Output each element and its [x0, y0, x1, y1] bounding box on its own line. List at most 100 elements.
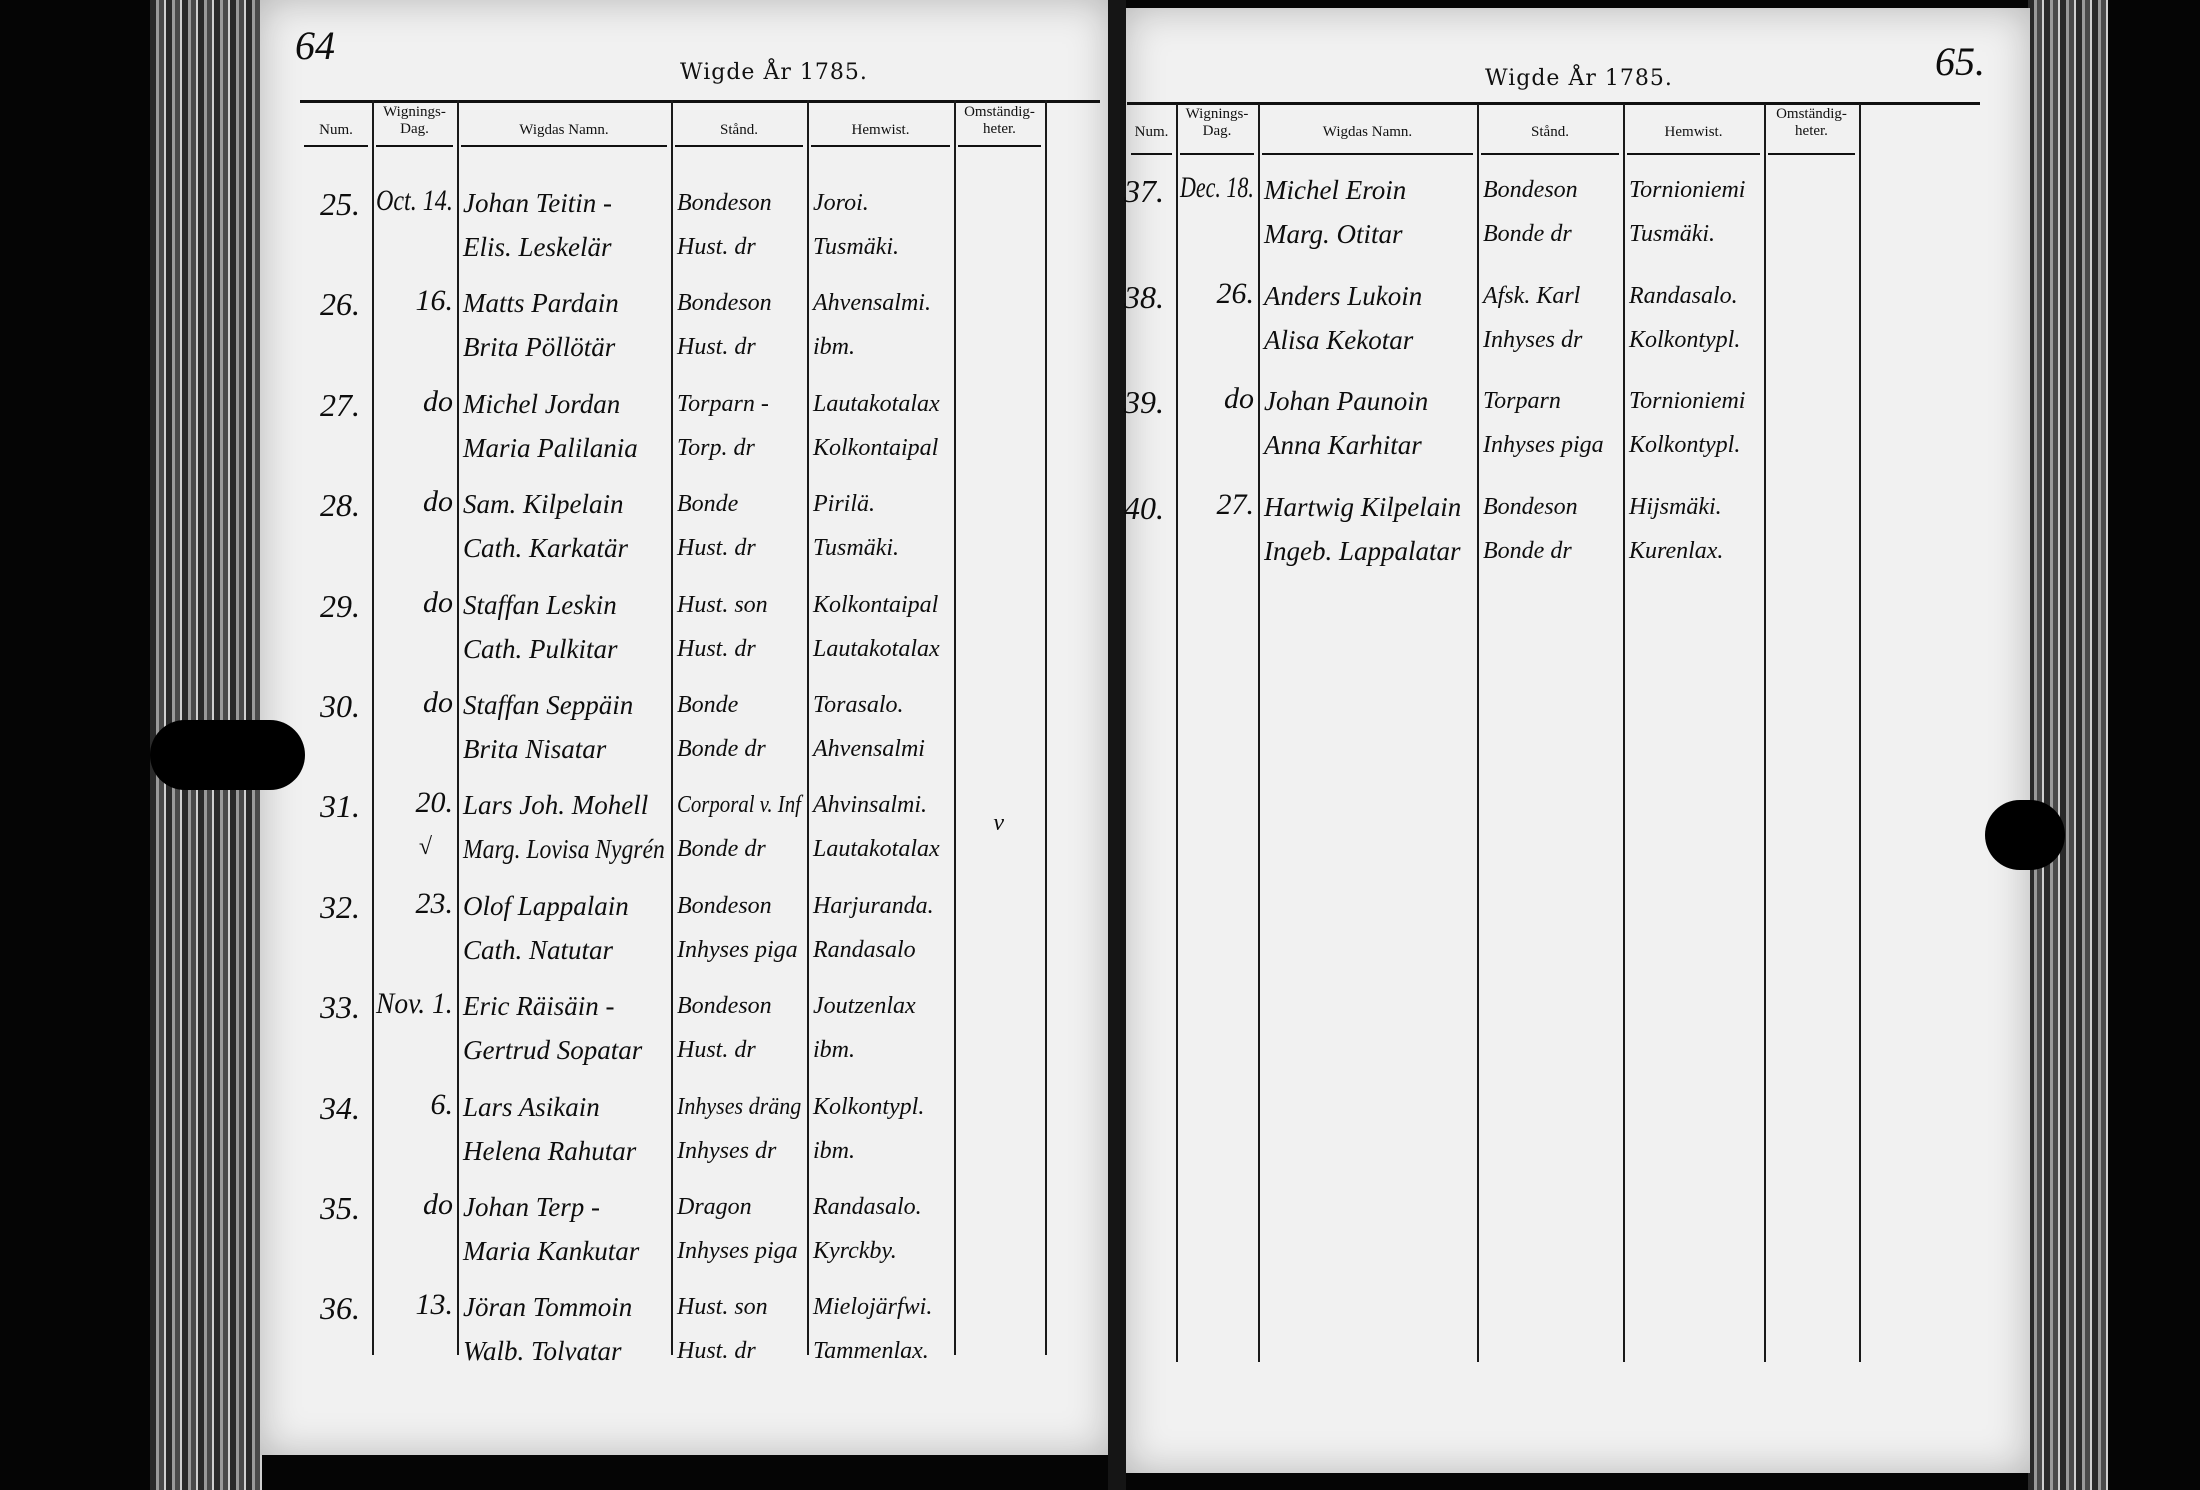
- right_page-page-number: 65.: [1935, 38, 1985, 85]
- left_page-entry-name: Staffan Leskin: [463, 590, 665, 621]
- left_page-entry-hemwist-text: Harjuranda.: [813, 892, 934, 919]
- left_page-entry-stand-text: Hust. son: [677, 591, 768, 618]
- right_page-top-rule: [1127, 102, 1980, 105]
- right_page-entry-name: Hartwig Kilpelain: [1264, 492, 1471, 523]
- left_page-entry-date-text: do: [423, 485, 453, 519]
- left_page-entry-date: 20.: [376, 786, 454, 820]
- left_page-entry-date-text: 20.: [415, 786, 454, 820]
- left_page-entry-stand: Bondeson: [677, 190, 801, 217]
- right_page-header-2: Wigdas Namn.: [1261, 124, 1474, 141]
- left_page-entry-name-text: Staffan Seppäin: [463, 690, 634, 720]
- left_page-entry-hemwist: Tusmäki.: [813, 234, 948, 261]
- left_page-column-rule: [1045, 100, 1047, 1355]
- left-clamp: [150, 720, 305, 790]
- left_page-entry-hemwist-text: Ahvensalmi.: [813, 290, 931, 317]
- left_page-entry-hemwist-text: Kolkontaipal: [813, 434, 939, 461]
- right_page-entry-stand: Bondeson: [1483, 494, 1617, 521]
- left_page-entry-name-text: Walb. Tolvatar: [463, 1336, 622, 1367]
- left_page-entry-hemwist-text: ibm.: [813, 1137, 855, 1164]
- left_page-header-underline: [675, 145, 803, 147]
- left_page-entry-name-text: Maria Palilania: [463, 432, 638, 463]
- right_page-entry-date: Dec. 18.: [1180, 171, 1254, 205]
- left_page-entry-hemwist: Joroi.: [813, 190, 948, 217]
- left_page-column-rule: [807, 100, 809, 1355]
- right_page-header-4: Hemwist.: [1626, 124, 1761, 141]
- left_page-entry-name: Gertrud Sopatar: [463, 1035, 665, 1066]
- left_page-entry-date-text: do: [423, 686, 453, 719]
- right_page-entry-stand: Inhyses piga: [1483, 432, 1617, 459]
- left_page-entry-number: 27.: [266, 387, 360, 424]
- left_page-title: Wigde År 1785.: [680, 60, 868, 85]
- left_page-entry-hemwist: ibm.: [813, 1138, 948, 1165]
- left_page-entry-hemwist-text: Ahvinsalmi.: [813, 792, 927, 819]
- left_page-entry-name: Elis. Leskelär: [463, 232, 665, 263]
- right_page-entry-date: 26.: [1180, 277, 1255, 311]
- right_page-entry-name-text: Marg. Otitar: [1264, 219, 1403, 249]
- left_page-entry-hemwist: Lautakotalax: [813, 836, 948, 863]
- left_page-entry-stand-text: Bondeson: [677, 993, 772, 1020]
- left_page-entry-name-text: Johan Teitin -: [463, 188, 613, 218]
- left_page-entry-hemwist: Tammenlax.: [813, 1338, 948, 1365]
- left_page-entry-stand-text: Bonde: [677, 692, 739, 718]
- left_page-entry-name: Jöran Tommoin: [463, 1292, 665, 1323]
- left_page-entry-hemwist-text: Joroi.: [813, 190, 869, 216]
- left_page-entry-number-text: 29.: [320, 587, 360, 624]
- left_page-entry-name-text: Staffan Leskin: [463, 589, 617, 620]
- left_page-entry-stand: Torp. dr: [677, 435, 801, 462]
- left_page-entry-hemwist-text: Pirilä.: [813, 491, 876, 518]
- right_page-header-5: Omständig- heter.: [1767, 106, 1856, 140]
- left_page-entry-stand: Inhyses dr: [677, 1138, 801, 1165]
- left_page-entry-name: Cath. Karkatär: [463, 533, 665, 564]
- left_page-entry-name: Maria Palilania: [463, 433, 665, 464]
- right_page-entry-stand-text: Bondeson: [1483, 493, 1578, 520]
- left_page-entry-number-text: 33.: [320, 989, 360, 1026]
- left_page-entry-name-text: Lars Joh. Mohell: [463, 790, 649, 821]
- left_page-header-5: Omständig- heter.: [957, 104, 1042, 138]
- left_page-entry-stand-text: Inhyses piga: [677, 1238, 798, 1264]
- left_page-entry-stand-text: Corporal v. Inf: [677, 792, 801, 819]
- left_page-entry-number-text: 30.: [320, 688, 360, 724]
- left_page-entry-number-text: 27.: [320, 386, 360, 423]
- left_page-header-2-text: Wigdas Namn.: [519, 122, 609, 138]
- left_page-entry-stand: Hust. dr: [677, 1037, 801, 1064]
- left_page-entry-date-text: 6.: [430, 1087, 454, 1121]
- left_page-entry-stand-text: Bondeson: [677, 290, 772, 317]
- left_page-entry-date: 6.: [376, 1087, 454, 1122]
- left_page-entry-hemwist: Lautakotalax: [813, 391, 948, 418]
- right-page: [1124, 8, 2030, 1473]
- left_page-entry-name: Matts Pardain: [463, 288, 665, 319]
- left_page-entry-number: 26.: [266, 286, 360, 323]
- right_page-header-1: Wignings- Dag.: [1179, 106, 1255, 140]
- right-page-edges: [2028, 0, 2108, 1490]
- left_page-entry-stand-text: Hust. son: [677, 1294, 768, 1321]
- left_page-entry-name: Marg. Lovisa Nygrén: [463, 834, 665, 865]
- right_page-header-5-text: Omständig- heter.: [1776, 106, 1847, 139]
- right_page-column-rule: [1477, 104, 1479, 1362]
- left_page-entry-date-text: 23.: [415, 886, 454, 920]
- right_page-title-text: Wigde År 1785.: [1485, 66, 1673, 91]
- left_page-entry-name-text: Michel Jordan: [463, 388, 621, 419]
- left_page-entry-name-text: Eric Räisäin -: [463, 991, 615, 1022]
- left_page-entry-stand-text: Hust. dr: [677, 234, 756, 260]
- left_page-entry-name-text: Sam. Kilpelain: [463, 489, 624, 520]
- left_page-entry-number: 32.: [266, 889, 360, 926]
- left_page-entry-stand: Bondeson: [677, 993, 801, 1020]
- left_page-header-5-text: Omständig- heter.: [964, 104, 1035, 137]
- right_page-column-rule: [1859, 104, 1861, 1362]
- right_page-entry-hemwist: Randasalo.: [1629, 283, 1758, 310]
- left_page-entry-stand-text: Bondeson: [677, 892, 772, 919]
- left_page-entry-hemwist-text: Tusmäki.: [813, 535, 900, 562]
- left_page-header-3-text: Stånd.: [720, 122, 758, 138]
- right_page-entry-stand-text: Bonde dr: [1483, 221, 1572, 247]
- right_page-column-rule: [1176, 104, 1178, 1362]
- left_page-entry-date-text: do: [423, 1188, 453, 1221]
- left_page-entry-date: do: [376, 485, 453, 519]
- right_page-entry-name: Johan Paunoin: [1264, 386, 1471, 417]
- left_page-entry-name-text: Johan Terp -: [463, 1192, 601, 1222]
- left_page-entry-name-text: Brita Nisatar: [463, 734, 607, 764]
- right_page-entry-hemwist-text: Randasalo.: [1629, 282, 1738, 309]
- left_page-entry-number-text: 34.: [320, 1089, 360, 1126]
- left_page-entry-name: Michel Jordan: [463, 389, 665, 420]
- left_page-entry-date-text: do: [423, 585, 453, 619]
- left_page-entry-name-text: Maria Kankutar: [463, 1236, 640, 1266]
